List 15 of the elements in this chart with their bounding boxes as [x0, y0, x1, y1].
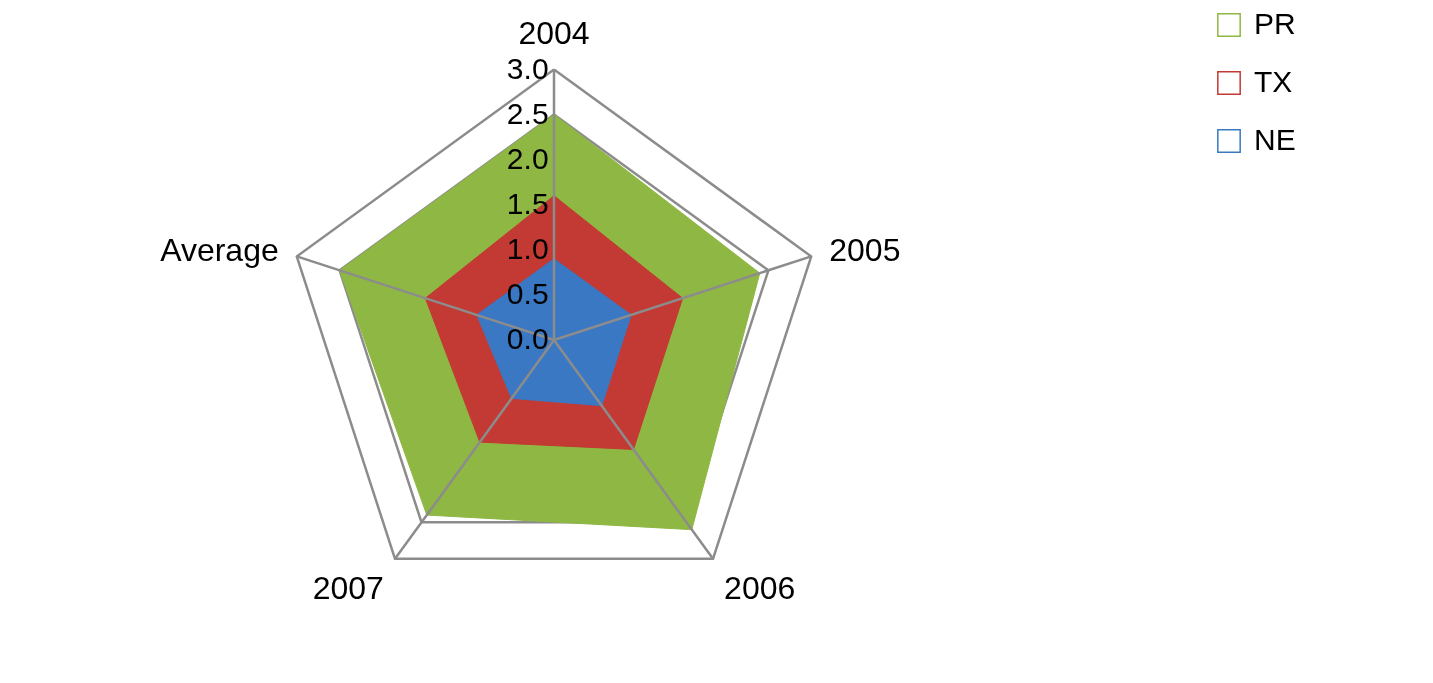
y-tick-label: 2.5 — [506, 96, 549, 130]
y-tick-label: 0.5 — [506, 276, 549, 310]
y-tick-label: 2.0 — [506, 141, 549, 175]
spoke-label: 2004 — [518, 14, 590, 51]
y-tick-label: 1.0 — [506, 231, 549, 265]
legend-label: NE — [1254, 123, 1296, 156]
spoke-label: 2007 — [312, 570, 384, 607]
spoke-label: 2006 — [724, 570, 796, 607]
y-tick-label: 0.0 — [506, 322, 549, 355]
legend-label: TX — [1254, 65, 1293, 98]
spoke-label: 2005 — [829, 231, 901, 268]
spoke-label: Average — [160, 231, 279, 268]
y-tick-label: 1.5 — [506, 186, 549, 220]
y-tick-label: 3.0 — [506, 51, 549, 85]
legend-label: PR — [1254, 7, 1296, 40]
